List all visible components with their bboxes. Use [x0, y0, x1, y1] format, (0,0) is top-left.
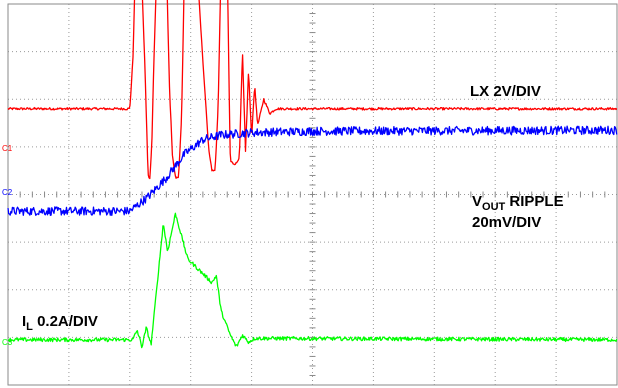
il-label-subscript: L — [26, 321, 33, 333]
il-label-rest: 0.2A/DIV — [33, 313, 98, 330]
trace-c2 — [7, 125, 618, 217]
channel-marker-c1: C1 — [2, 144, 13, 153]
trace-c3 — [7, 212, 618, 349]
lx-trace-label: LX 2V/DIV — [470, 83, 541, 100]
il-trace-label: IL 0.2A/DIV — [22, 313, 98, 333]
vout-label-main: V — [472, 193, 482, 210]
vout-scale-label: 20mV/DIV — [472, 214, 541, 231]
vout-label-subscript: OUT — [482, 201, 506, 213]
traces — [7, 0, 618, 349]
channel-marker-c2: C2 — [2, 188, 13, 197]
trace-c1 — [7, 0, 618, 180]
vout-trace-label: VOUT RIPPLE — [472, 193, 564, 213]
plot-border — [7, 3, 618, 386]
il-label-main: I — [22, 313, 26, 330]
graticule — [7, 3, 618, 386]
vout-label-rest: RIPPLE — [505, 193, 563, 210]
channel-marker-c3: C3 — [2, 338, 13, 347]
